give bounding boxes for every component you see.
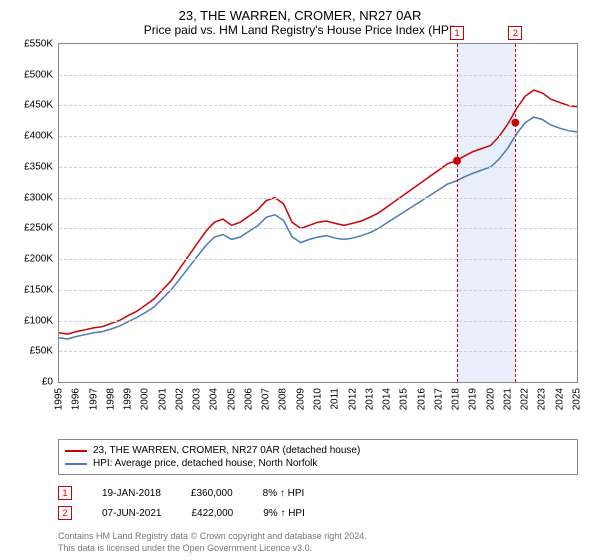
x-tick-label: 2016 <box>416 388 427 410</box>
x-tick-label: 2019 <box>468 388 479 410</box>
x-tick-label: 2014 <box>382 388 393 410</box>
sale-marker-icon: 2 <box>58 506 72 520</box>
legend-item: HPI: Average price, detached house, Nort… <box>65 457 571 470</box>
x-tick-label: 2024 <box>554 388 565 410</box>
series-line <box>59 90 577 334</box>
sale-date: 19-JAN-2018 <box>102 488 161 499</box>
y-tick-label: £150K <box>24 284 53 295</box>
x-tick-label: 2012 <box>347 388 358 410</box>
plot-wrap: £0£50K£100K£150K£200K£250K£300K£350K£400… <box>58 43 578 383</box>
footnote-line: Contains HM Land Registry data © Crown c… <box>58 531 578 543</box>
x-tick-label: 2021 <box>502 388 513 410</box>
x-tick-label: 2017 <box>433 388 444 410</box>
x-tick-label: 2008 <box>278 388 289 410</box>
x-tick-label: 2006 <box>243 388 254 410</box>
footnote-line: This data is licensed under the Open Gov… <box>58 543 578 555</box>
x-tick-label: 2000 <box>140 388 151 410</box>
sales-row: 1 19-JAN-2018 £360,000 8% ↑ HPI <box>58 483 578 503</box>
sale-delta: 8% ↑ HPI <box>263 488 305 499</box>
legend-swatch <box>65 463 87 465</box>
x-tick-label: 2005 <box>226 388 237 410</box>
sale-vline <box>515 44 516 382</box>
sale-delta: 9% ↑ HPI <box>263 508 305 519</box>
x-tick-label: 2003 <box>192 388 203 410</box>
legend-label: 23, THE WARREN, CROMER, NR27 0AR (detach… <box>93 445 360 456</box>
x-tick-label: 1995 <box>54 388 65 410</box>
x-tick-label: 1997 <box>88 388 99 410</box>
chart-svg <box>59 44 577 382</box>
x-tick-label: 2004 <box>209 388 220 410</box>
plot-area: £0£50K£100K£150K£200K£250K£300K£350K£400… <box>58 43 578 383</box>
sale-price: £422,000 <box>191 508 233 519</box>
chart-container: 23, THE WARREN, CROMER, NR27 0AR Price p… <box>0 0 600 560</box>
x-tick-label: 1996 <box>71 388 82 410</box>
x-tick-label: 2007 <box>261 388 272 410</box>
sale-marker-icon: 1 <box>58 486 72 500</box>
y-tick-label: £550K <box>24 39 53 50</box>
y-tick-label: £350K <box>24 161 53 172</box>
chart-subtitle: Price paid vs. HM Land Registry's House … <box>12 23 588 37</box>
x-tick-label: 2018 <box>451 388 462 410</box>
sale-marker-icon: 2 <box>508 26 522 40</box>
x-tick-label: 2001 <box>157 388 168 410</box>
footnote: Contains HM Land Registry data © Crown c… <box>58 531 578 554</box>
sale-price: £360,000 <box>191 488 233 499</box>
legend-item: 23, THE WARREN, CROMER, NR27 0AR (detach… <box>65 444 571 457</box>
y-tick-label: £400K <box>24 131 53 142</box>
y-tick-label: £300K <box>24 192 53 203</box>
y-tick-label: £250K <box>24 223 53 234</box>
y-tick-label: £200K <box>24 254 53 265</box>
x-tick-label: 2022 <box>520 388 531 410</box>
legend-swatch <box>65 450 87 452</box>
y-tick-label: £50K <box>30 346 53 357</box>
x-tick-label: 2025 <box>572 388 583 410</box>
x-tick-label: 2010 <box>313 388 324 410</box>
y-tick-label: £0 <box>42 377 53 388</box>
legend-label: HPI: Average price, detached house, Nort… <box>93 458 317 469</box>
sale-date: 07-JUN-2021 <box>102 508 161 519</box>
y-tick-label: £500K <box>24 69 53 80</box>
sale-marker-icon: 1 <box>450 26 464 40</box>
y-tick-label: £100K <box>24 315 53 326</box>
x-tick-label: 2009 <box>295 388 306 410</box>
sales-table: 1 19-JAN-2018 £360,000 8% ↑ HPI 2 07-JUN… <box>58 483 578 523</box>
x-tick-label: 2002 <box>174 388 185 410</box>
x-tick-label: 2013 <box>364 388 375 410</box>
sales-row: 2 07-JUN-2021 £422,000 9% ↑ HPI <box>58 503 578 523</box>
y-tick-label: £450K <box>24 100 53 111</box>
x-tick-label: 2020 <box>485 388 496 410</box>
x-tick-label: 2015 <box>399 388 410 410</box>
x-tick-label: 1999 <box>123 388 134 410</box>
x-tick-label: 2023 <box>537 388 548 410</box>
legend: 23, THE WARREN, CROMER, NR27 0AR (detach… <box>58 439 578 475</box>
x-tick-label: 2011 <box>330 388 341 410</box>
chart-title: 23, THE WARREN, CROMER, NR27 0AR <box>12 8 588 23</box>
x-tick-label: 1998 <box>105 388 116 410</box>
sale-vline <box>457 44 458 382</box>
